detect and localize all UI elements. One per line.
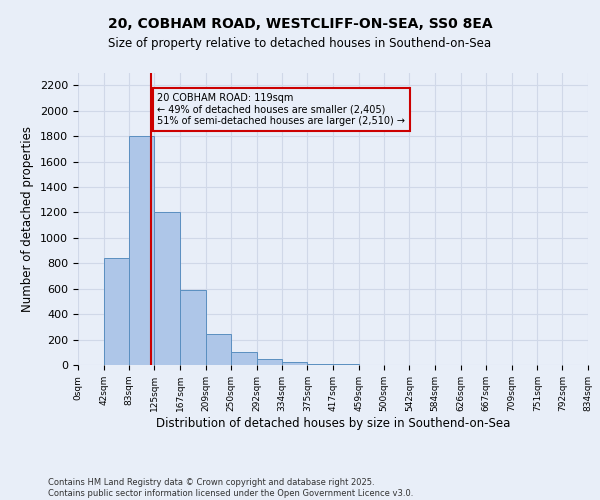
Text: Contains HM Land Registry data © Crown copyright and database right 2025.
Contai: Contains HM Land Registry data © Crown c… [48, 478, 413, 498]
Bar [257, 360, 282, 365]
Bar [129, 136, 154, 365]
Text: 20, COBHAM ROAD, WESTCLIFF-ON-SEA, SS0 8EA: 20, COBHAM ROAD, WESTCLIFF-ON-SEA, SS0 8… [107, 18, 493, 32]
Bar [104, 258, 129, 365]
Bar [180, 290, 206, 365]
Bar [307, 364, 333, 365]
Bar [231, 352, 257, 365]
X-axis label: Distribution of detached houses by size in Southend-on-Sea: Distribution of detached houses by size … [156, 416, 510, 430]
Bar [282, 362, 307, 365]
Text: Size of property relative to detached houses in Southend-on-Sea: Size of property relative to detached ho… [109, 38, 491, 51]
Text: 20 COBHAM ROAD: 119sqm
← 49% of detached houses are smaller (2,405)
51% of semi-: 20 COBHAM ROAD: 119sqm ← 49% of detached… [157, 93, 406, 126]
Bar [333, 364, 359, 365]
Y-axis label: Number of detached properties: Number of detached properties [22, 126, 34, 312]
Bar [206, 334, 231, 365]
Bar [154, 212, 180, 365]
